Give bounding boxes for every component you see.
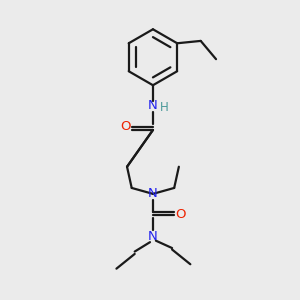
Text: N: N	[148, 188, 158, 200]
Text: O: O	[121, 120, 131, 133]
Text: H: H	[160, 101, 169, 114]
Text: O: O	[175, 208, 185, 221]
Text: N: N	[148, 230, 158, 243]
Text: N: N	[148, 99, 158, 112]
